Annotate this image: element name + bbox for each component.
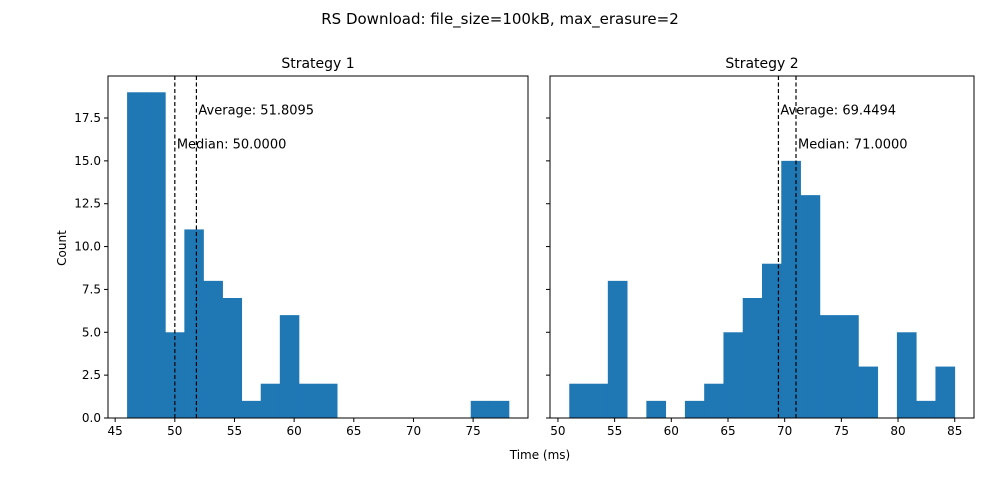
strategy-1-bar [489, 400, 510, 418]
strategy-2-x-tick-label: 75 [834, 424, 849, 438]
strategy-1-average-label: Average: 51.8095 [198, 103, 314, 118]
strategy-2-x-tick-label: 65 [720, 424, 735, 438]
strategy-2-bar [646, 400, 667, 418]
strategy-1-x-tick-label: 65 [346, 424, 361, 438]
strategy-1-y-tick-label: 15.0 [74, 154, 101, 168]
strategy-1-y-tick-label: 5.0 [82, 325, 101, 339]
strategy-2-bar [839, 315, 859, 418]
strategy-1-bar [279, 315, 300, 418]
strategy-1-y-tick-label: 12.5 [74, 197, 101, 211]
strategy-2-bar [588, 383, 609, 418]
strategy-2-bar [916, 400, 936, 418]
strategy-1-bar [127, 92, 147, 418]
strategy-1-bar [318, 383, 338, 418]
strategy-1-bar [222, 298, 243, 418]
strategy-1-y-tick-label: 10.0 [74, 240, 101, 254]
strategy-2-bar [723, 332, 744, 418]
strategy-2-x-tick-label: 80 [890, 424, 905, 438]
strategy-1-bar [470, 400, 491, 418]
x-axis-label: Time (ms) [509, 448, 571, 462]
strategy-2-bar [819, 315, 840, 418]
strategy-1-bar [146, 92, 166, 418]
strategy-2-bar [704, 383, 724, 418]
strategy-1-bar [241, 400, 262, 418]
strategy-1-y-tick-label: 0.0 [82, 411, 101, 425]
strategy-2-x-tick-label: 50 [550, 424, 565, 438]
strategy-2-bar [607, 280, 628, 418]
strategy-1-x-tick-label: 55 [227, 424, 242, 438]
strategy-2-bar [858, 366, 879, 418]
strategy-2-median-label: Median: 71.0000 [798, 138, 908, 153]
strategy-2-bar [781, 160, 801, 419]
strategy-1-title: Strategy 1 [281, 56, 354, 72]
strategy-2-panel: Strategy 2 Average: 69.4494 Median: 71.00… [546, 56, 975, 438]
strategy-2-x-tick-label: 70 [777, 424, 792, 438]
strategy-1-bar [184, 229, 204, 418]
strategy-1-x-tick-label: 70 [406, 424, 421, 438]
strategy-1-y-tick-label: 2.5 [82, 368, 101, 382]
strategy-1-x-tick-label: 60 [286, 424, 301, 438]
strategy-2-bar [742, 298, 763, 418]
strategy-1-x-tick-label: 45 [108, 424, 123, 438]
strategy-2-bar [569, 383, 589, 418]
strategy-2-x-tick-label: 55 [607, 424, 622, 438]
strategy-2-bar [896, 332, 917, 418]
strategy-1-median-label: Median: 50.0000 [177, 138, 287, 153]
strategy-1-y-tick-label: 17.5 [74, 111, 101, 125]
strategy-2-bar [762, 263, 782, 418]
strategy-2-bar [800, 195, 821, 418]
strategy-1-panel: Strategy 1 Average: 51.8095 Median: 50.00… [74, 56, 529, 438]
strategy-2-bar [684, 400, 705, 418]
strategy-2-title: Strategy 2 [725, 56, 798, 72]
strategy-2-x-tick-label: 85 [947, 424, 962, 438]
strategy-1-x-tick-label: 50 [167, 424, 182, 438]
strategy-1-bar [260, 383, 281, 418]
y-axis-label: Count [55, 230, 69, 266]
figure-suptitle: RS Download: file_size=100kB, max_erasur… [321, 10, 679, 29]
strategy-1-bar [298, 383, 319, 418]
strategy-2-bar [935, 366, 956, 418]
strategy-2-average-label: Average: 69.4494 [780, 103, 896, 118]
strategy-1-bar [203, 280, 223, 418]
strategy-2-x-tick-label: 60 [664, 424, 679, 438]
strategy-1-x-tick-label: 75 [465, 424, 480, 438]
strategy-1-y-tick-label: 7.5 [82, 282, 101, 296]
